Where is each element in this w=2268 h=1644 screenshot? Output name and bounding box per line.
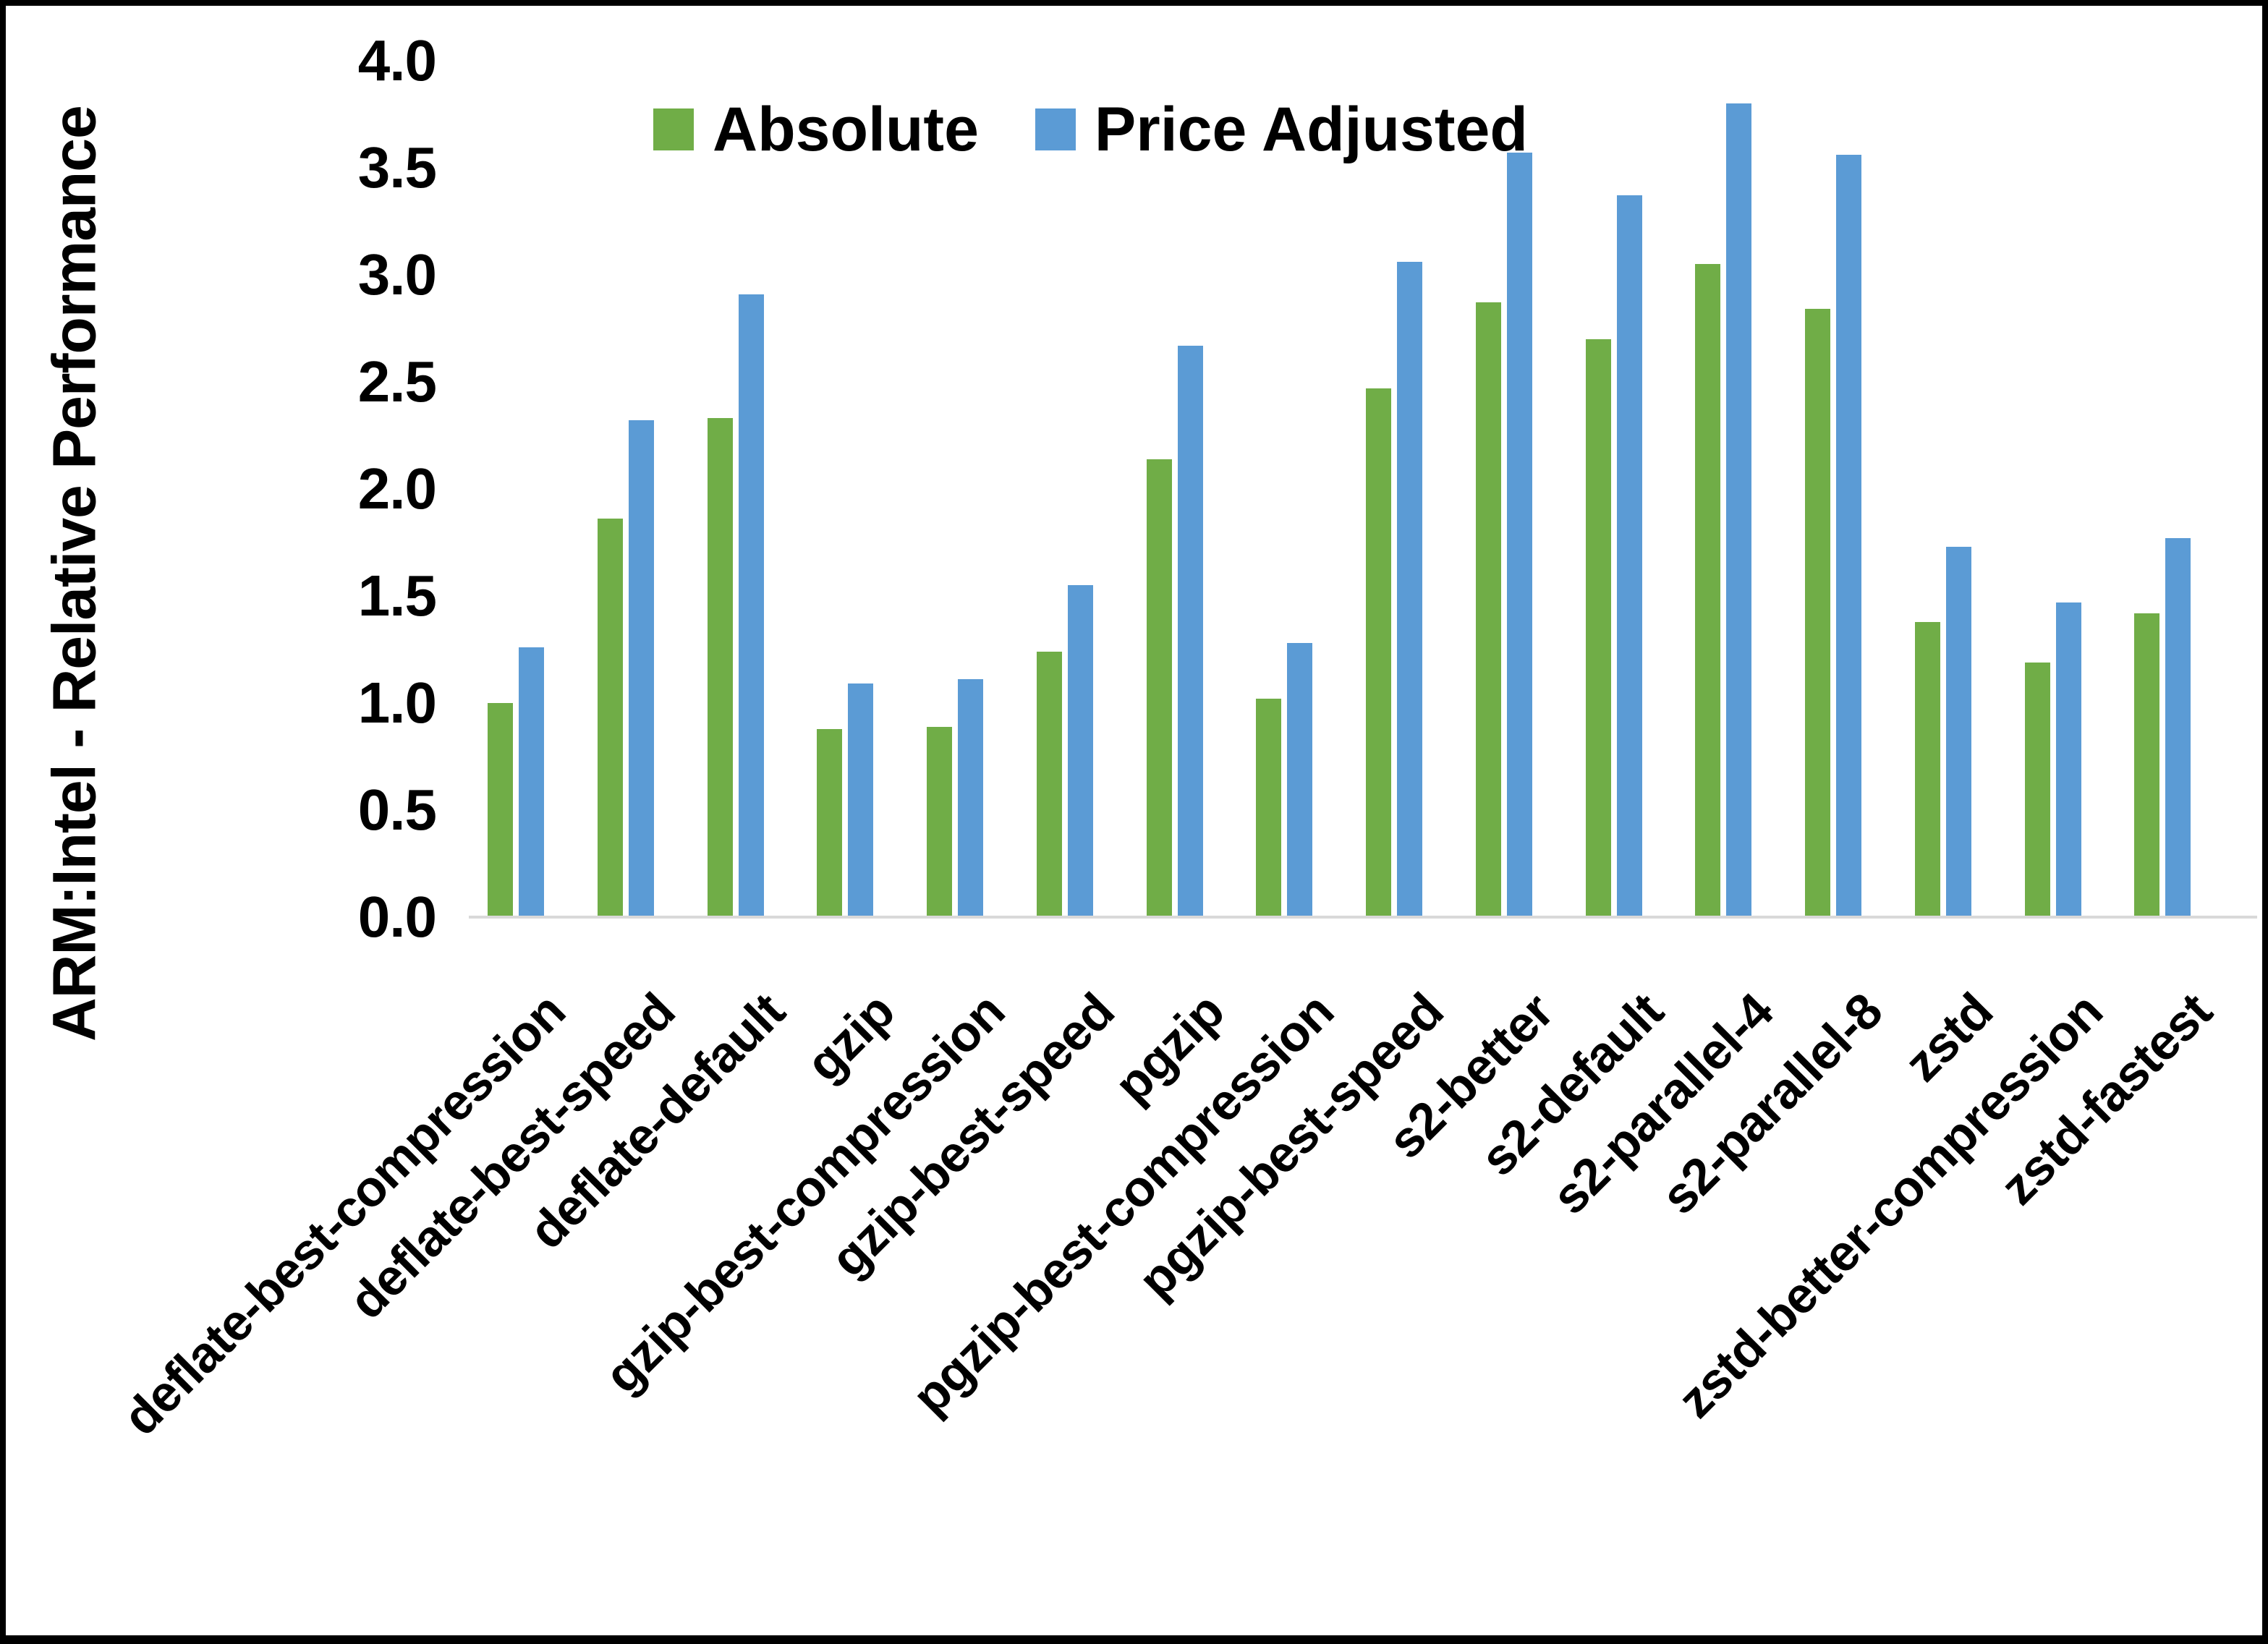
y-tick-label-1.5: 1.5 — [357, 563, 437, 628]
bar-absolute-pgzip — [1146, 459, 1172, 917]
bar-absolute-zstd — [1914, 621, 1940, 917]
bar-absolute-s2-parallel-4 — [1695, 264, 1721, 917]
bar-price-adjusted-pgzip — [1177, 345, 1203, 917]
bar-price-adjusted-s2-better — [1506, 153, 1532, 917]
legend: Absolute Price Adjusted — [653, 98, 1528, 161]
bar-price-adjusted-zstd — [1945, 546, 1971, 917]
bar-absolute-gzip — [817, 728, 843, 917]
y-tick-label-2.0: 2.0 — [357, 456, 437, 521]
bar-price-adjusted-gzip — [848, 683, 874, 917]
bar-price-adjusted-deflate-best-compression — [519, 647, 544, 917]
bar-absolute-gzip-best-compression — [927, 726, 952, 917]
bar-price-adjusted-deflate-default — [738, 294, 764, 917]
bar-price-adjusted-pgzip-best-compression — [1287, 643, 1313, 917]
y-tick-label-2.5: 2.5 — [357, 349, 437, 414]
x-axis-line — [469, 916, 2257, 919]
y-tick-label-0.5: 0.5 — [357, 778, 437, 842]
bar-absolute-s2-better — [1475, 302, 1501, 917]
bar-absolute-s2-default — [1585, 338, 1611, 917]
legend-label: Absolute — [713, 95, 979, 164]
bar-price-adjusted-deflate-best-speed — [628, 420, 654, 917]
y-tick-label-3.5: 3.5 — [357, 135, 437, 200]
legend-label: Price Adjusted — [1094, 95, 1528, 164]
legend-item-price-adjusted: Price Adjusted — [1035, 98, 1528, 161]
bar-price-adjusted-s2-parallel-8 — [1836, 155, 1861, 917]
bar-price-adjusted-pgzip-best-speed — [1397, 262, 1422, 917]
bar-absolute-pgzip-best-speed — [1366, 388, 1391, 917]
bar-price-adjusted-s2-default — [1616, 195, 1642, 917]
y-tick-label-3.0: 3.0 — [357, 242, 437, 307]
bar-price-adjusted-gzip-best-speed — [1067, 585, 1093, 917]
bar-price-adjusted-gzip-best-compression — [958, 679, 983, 917]
legend-swatch-icon — [653, 108, 694, 150]
bar-absolute-pgzip-best-compression — [1256, 699, 1282, 917]
y-tick-label-1.0: 1.0 — [357, 670, 437, 735]
bar-absolute-deflate-best-speed — [597, 519, 623, 917]
y-tick-label-0.0: 0.0 — [357, 885, 437, 949]
bar-absolute-deflate-best-compression — [488, 703, 513, 917]
bar-absolute-gzip-best-speed — [1036, 651, 1062, 917]
plot-area — [6, 6, 2262, 1635]
bar-absolute-s2-parallel-8 — [1805, 309, 1830, 917]
bar-absolute-deflate-default — [707, 418, 733, 917]
bar-price-adjusted-zstd-better-compression — [2055, 602, 2081, 917]
bar-price-adjusted-s2-parallel-4 — [1726, 103, 1752, 917]
bar-absolute-zstd-better-compression — [2024, 662, 2050, 917]
bar-price-adjusted-zstd-fastest — [2165, 538, 2191, 917]
bar-absolute-zstd-fastest — [2134, 613, 2160, 917]
y-tick-label-4.0: 4.0 — [357, 28, 437, 93]
legend-item-absolute: Absolute — [653, 98, 979, 161]
legend-swatch-icon — [1035, 108, 1076, 150]
